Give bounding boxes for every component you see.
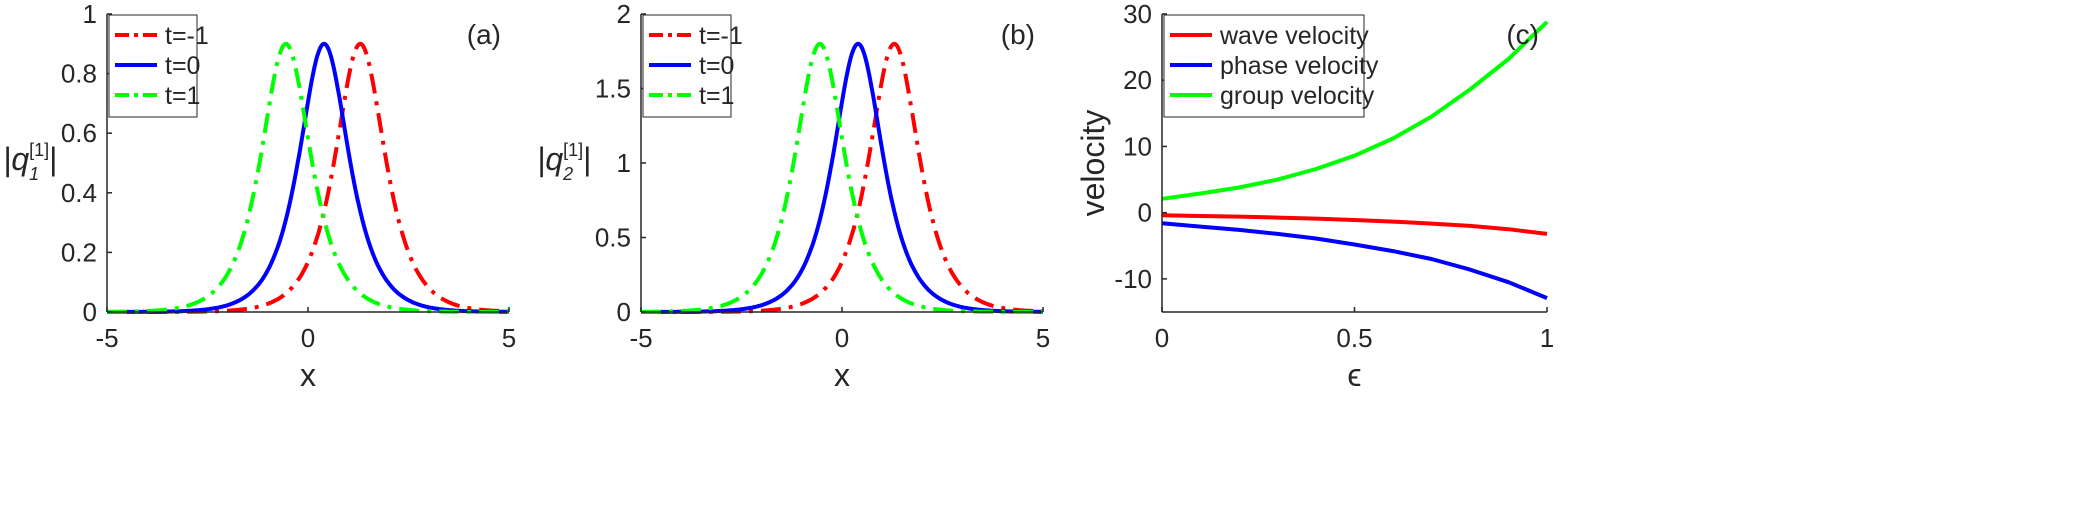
legend-label: t=1 [699,82,734,110]
y-label-sup: [1] [563,140,583,160]
y-tick-label: 0.2 [61,237,97,267]
y-axis-label: velocity [1075,110,1111,217]
legend-label: t=-1 [699,22,743,50]
x-tick-label: 0.5 [1336,323,1372,353]
legend-label: t=0 [165,52,200,80]
x-tick-label: 0 [1155,323,1169,353]
y-tick-label: -10 [1114,264,1152,294]
x-tick-label: -5 [95,323,118,353]
y-tick-label: 0.5 [595,223,631,253]
legend-label: phase velocity [1220,52,1379,80]
y-tick-label: 0 [1138,198,1152,228]
legend: t=-1t=0t=1 [108,14,209,118]
x-axis-label: x [300,357,316,393]
series-line-2-0 [1161,213,1548,236]
y-tick-label: 2 [617,0,631,29]
series-line-1-0 [640,41,1044,314]
series-line-0-0 [106,41,510,314]
y-label-main: |q [3,141,29,177]
legend-label: wave velocity [1219,22,1369,50]
y-label-sub: 1 [29,164,39,184]
x-tick-label: 0 [301,323,315,353]
y-tick-label: 1.5 [595,74,631,104]
x-tick-label: 1 [1540,323,1554,353]
series-line-2-2 [1161,20,1549,201]
legend-label: t=1 [165,82,200,110]
y-tick-label: 0 [83,297,97,327]
y-axis-label: |q2 [1]| [537,140,591,184]
y-label-close: | [583,141,591,177]
y-tick-label: 0.4 [61,178,97,208]
y-tick-label: 0 [617,297,631,327]
x-tick-label: 5 [1036,323,1050,353]
y-tick-label: 20 [1123,65,1152,95]
panel-label: (a) [467,19,501,50]
y-label-sub: 2 [562,164,573,184]
x-tick-label: 5 [502,323,516,353]
x-tick-label: 0 [835,323,849,353]
panel-label: (b) [1001,19,1035,50]
legend: t=-1t=0t=1 [642,14,743,118]
y-tick-label: 30 [1123,0,1152,29]
chart-panel-0: -5 0 500.20.40.60.81x|q1[1]|t=-1t=0t=1(a) [3,0,516,393]
y-label-sup: [1] [29,140,49,160]
y-label-main: |q [537,141,563,177]
y-tick-label: 1 [83,0,97,29]
x-axis-label: x [834,357,850,393]
x-tick-label: -5 [629,323,652,353]
legend-label: t=0 [699,52,734,80]
series-line-2-1 [1161,221,1548,300]
chart-panel-1: -5 0 500.511.52x|q2[1]|t=-1t=0t=1(b) [537,0,1050,393]
legend-label: group velocity [1220,82,1375,110]
y-tick-label: 0.8 [61,59,97,89]
y-tick-label: 1 [617,148,631,178]
y-label-close: | [49,141,57,177]
legend-label: t=-1 [165,22,209,50]
y-tick-label: 0.6 [61,118,97,148]
panel-label: (c) [1506,19,1539,50]
y-tick-label: 10 [1123,131,1152,161]
x-axis-label: ϵ [1347,357,1361,393]
y-axis-label: |q1 [1]| [3,140,57,184]
